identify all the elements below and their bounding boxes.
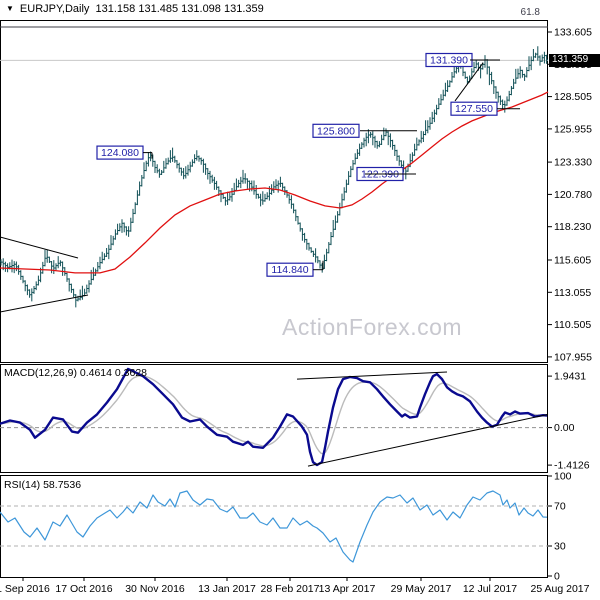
price-label-text: 131.390 xyxy=(430,55,468,67)
y-axis-tick-label: 123.330 xyxy=(554,157,592,169)
price-trendline-2 xyxy=(0,294,89,313)
macd-axis-label: 1.9431 xyxy=(554,371,586,383)
macd-main-line xyxy=(0,367,548,467)
price-label-text: 114.840 xyxy=(271,264,308,276)
date-axis-label: 30 Nov 2016 xyxy=(125,583,185,595)
price-label-text: 127.550 xyxy=(455,103,493,115)
date-axis-label: 13 Jan 2017 xyxy=(198,583,256,595)
rsi-panel-border xyxy=(0,475,548,578)
fib-level-label: 61.8 xyxy=(520,7,540,18)
date-axis-label: 17 Oct 2016 xyxy=(55,583,112,595)
macd-indicator-label: MACD(12,26,9) 0.4614 0.3628 xyxy=(4,367,148,379)
rsi-line xyxy=(0,490,548,563)
moving-average-line xyxy=(0,91,549,274)
y-axis-tick-label: 115.605 xyxy=(554,255,591,267)
date-axis-label: 28 Feb 2017 xyxy=(261,583,320,595)
date-axis-label: 29 May 2017 xyxy=(391,583,452,595)
watermark: ActionForex.com xyxy=(282,314,463,340)
price-label-text: 125.800 xyxy=(317,125,355,137)
rsi-axis-label: 0 xyxy=(554,571,560,583)
macd-signal-line xyxy=(0,375,546,455)
macd-trendline-2 xyxy=(307,413,549,467)
date-axis-label: 13 Apr 2017 xyxy=(319,583,376,595)
y-axis-tick-label: 120.780 xyxy=(554,189,592,201)
current-price-tag: 131.359 xyxy=(549,54,600,67)
price-trendline-1 xyxy=(0,236,79,259)
y-axis-tick-label: 113.055 xyxy=(554,287,591,299)
price-label-box xyxy=(312,123,360,138)
date-axis-label: 1 Sep 2016 xyxy=(0,583,50,595)
y-axis-tick-label: 133.605 xyxy=(554,27,592,39)
symbol-ohlc-title: EURJPY,Daily 131.158 131.485 131.098 131… xyxy=(19,3,264,15)
y-axis-tick-label: 118.230 xyxy=(554,221,591,233)
title-bar: ▼ EURJPY,Daily 131.158 131.485 131.098 1… xyxy=(6,3,264,15)
y-axis-tick-label: 107.955 xyxy=(554,351,592,363)
y-axis-tick-label: 128.505 xyxy=(554,91,592,103)
rsi-axis-label: 30 xyxy=(554,541,566,553)
macd-axis-label: -1.4126 xyxy=(554,460,590,472)
price-trendline-3 xyxy=(454,62,484,102)
symbol-dropdown-arrow-icon: ▼ xyxy=(6,4,14,13)
macd-panel-border xyxy=(0,364,548,473)
price-label-text: 124.080 xyxy=(101,147,139,159)
y-axis-tick-label: 110.505 xyxy=(554,319,591,331)
date-axis-label: 25 Aug 2017 xyxy=(531,583,590,595)
macd-trendline-1 xyxy=(296,371,448,380)
rsi-axis-label: 100 xyxy=(554,471,572,483)
macd-axis-label: 0.00 xyxy=(554,422,575,434)
rsi-axis-label: 70 xyxy=(554,501,566,513)
y-axis-tick-label: 125.955 xyxy=(554,123,592,135)
rsi-indicator-label: RSI(14) 58.7536 xyxy=(4,479,82,491)
date-axis-label: 12 Jul 2017 xyxy=(463,583,517,595)
